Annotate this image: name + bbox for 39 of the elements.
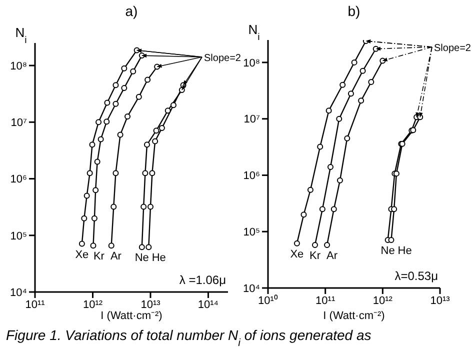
caption: Figure 1. Variations of total number N$_{i}$ of ions generated as [6, 327, 372, 347]
annotation: Slope=2 [204, 53, 242, 64]
y-tick-label: 10⁵ [243, 226, 260, 239]
x-tick-label: 10¹² [372, 294, 393, 307]
y-tick-label: 10⁷ [244, 114, 260, 126]
y-tick-label: 10⁶ [243, 170, 260, 182]
series-label: Ar [326, 250, 338, 262]
y-axis-title: N$_{i}$ [248, 22, 260, 42]
series-label: He [152, 252, 166, 264]
x-tick-label: 10¹³ [140, 298, 161, 311]
series-label: Kr [93, 250, 105, 263]
x-tick-label: 10¹¹ [25, 298, 46, 311]
annotation: λ =1.06μ [179, 273, 226, 287]
series-label: Xe [290, 248, 304, 260]
annotation: λ=0.53μ [394, 269, 438, 283]
chart-title: a) [125, 3, 138, 19]
series-label: Ne [380, 245, 395, 257]
x-tick-label: 10¹² [82, 298, 103, 311]
series-label: Kr [309, 250, 321, 262]
y-tick-label: 10⁷ [10, 117, 28, 130]
y-tick-label: 10⁴ [243, 282, 260, 295]
y-tick-label: 10⁵ [10, 230, 27, 242]
x-tick-label: 10¹⁰ [258, 294, 278, 307]
y-tick-label: 10⁴ [10, 286, 28, 299]
y-axis-title: N$_{i}$ [15, 25, 27, 46]
x-axis-title: I (Watt·cm⁻²) [100, 310, 162, 322]
chart-title: b) [348, 3, 360, 19]
x-tick-label: 10¹¹ [316, 294, 336, 307]
y-tick-label: 10⁶ [10, 174, 27, 186]
series-label: Ne [134, 252, 149, 264]
x-tick-label: 10¹⁴ [198, 298, 219, 311]
y-tick-label: 10⁸ [10, 60, 27, 72]
x-tick-label: 10¹³ [430, 294, 450, 307]
y-tick-label: 10⁸ [243, 57, 260, 70]
annotation: Slope=2 [434, 43, 472, 54]
series-label: He [398, 245, 412, 257]
series-label: Xe [75, 248, 89, 261]
series-label: Ar [110, 250, 122, 263]
x-axis-title: I (Watt·cm⁻²) [323, 310, 385, 322]
